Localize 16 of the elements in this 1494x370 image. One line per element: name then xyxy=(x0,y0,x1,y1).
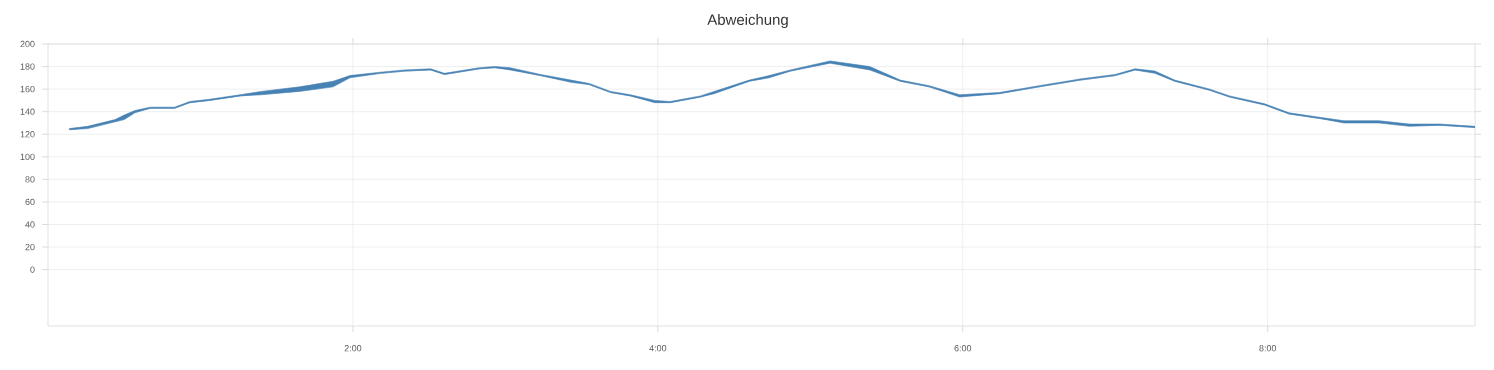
x-tick-label: 2:00 xyxy=(344,345,362,352)
x-tick-label: 4:00 xyxy=(649,345,667,352)
y-tick-label: 140 xyxy=(20,108,35,115)
y-tick-label: 100 xyxy=(20,153,35,160)
y-tick-label: 20 xyxy=(25,243,35,251)
chart-title: Abweichung xyxy=(707,14,788,28)
y-tick-label: 200 xyxy=(20,40,35,48)
y-tick-label: 160 xyxy=(20,85,35,93)
y-tick-label: 40 xyxy=(25,221,35,228)
x-tick-label: 8:00 xyxy=(1259,345,1277,352)
y-tick-label: 120 xyxy=(20,131,35,138)
y-tick-label: 180 xyxy=(20,63,35,70)
y-tick-label: 80 xyxy=(25,176,35,183)
y-tick-label: 60 xyxy=(25,198,35,206)
x-tick-label: 6:00 xyxy=(954,345,972,352)
y-tick-label: 0 xyxy=(30,266,35,273)
